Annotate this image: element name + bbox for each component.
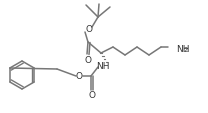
Text: O: O — [76, 72, 83, 81]
Text: NH: NH — [96, 62, 110, 71]
Text: O: O — [85, 25, 93, 34]
Text: O: O — [88, 91, 95, 100]
Text: O: O — [84, 56, 92, 65]
Text: 2: 2 — [183, 47, 188, 53]
Text: NH: NH — [176, 44, 189, 53]
